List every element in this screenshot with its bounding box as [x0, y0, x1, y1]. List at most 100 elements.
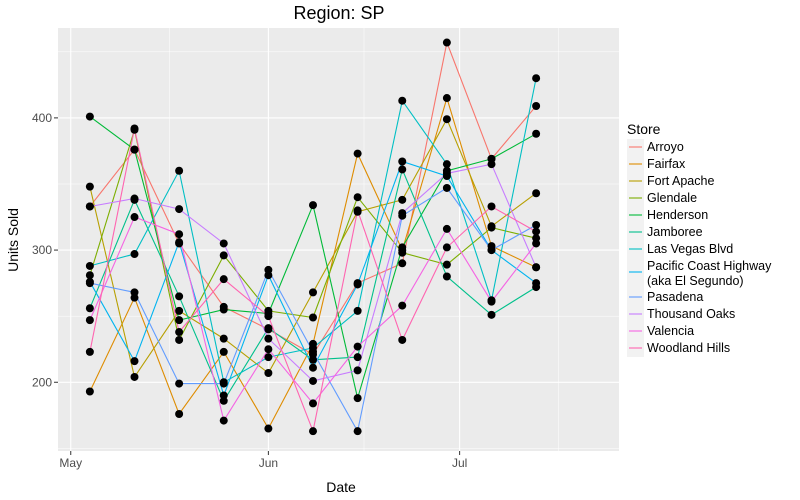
plot-panel	[58, 28, 619, 451]
legend-label: Las Vegas Blvd	[647, 242, 733, 256]
data-point	[487, 202, 496, 211]
data-point	[175, 238, 184, 247]
data-point	[487, 297, 496, 306]
legend-item: Woodland Hills	[627, 340, 730, 357]
data-point	[175, 230, 184, 239]
data-point	[353, 149, 362, 158]
data-point	[442, 94, 451, 103]
legend-label: Henderson	[647, 208, 708, 222]
data-point	[442, 243, 451, 252]
data-point	[264, 312, 273, 321]
data-point	[442, 272, 451, 281]
data-point	[175, 409, 184, 418]
legend-label: Jamboree	[647, 225, 703, 239]
data-point	[442, 224, 451, 233]
data-point	[130, 357, 139, 366]
data-point	[353, 394, 362, 403]
x-tick-label: May	[59, 456, 82, 470]
data-point	[442, 183, 451, 192]
data-point	[442, 260, 451, 269]
legend-label: Thousand Oaks	[647, 307, 735, 321]
data-point	[353, 206, 362, 215]
data-point	[442, 160, 451, 169]
data-point	[175, 306, 184, 315]
data-point	[532, 74, 541, 83]
data-point	[309, 363, 317, 372]
data-point	[532, 220, 541, 229]
data-point	[532, 227, 541, 236]
data-point	[532, 101, 541, 110]
data-point	[85, 202, 94, 211]
legend-label: Fairfax	[647, 157, 686, 171]
data-point	[85, 304, 94, 313]
legend-item: Jamboree	[627, 224, 703, 241]
x-tick-label: Jun	[259, 456, 278, 470]
data-point	[264, 353, 273, 362]
data-point	[398, 195, 407, 204]
data-point	[175, 205, 184, 214]
legend-item: Pasadena	[627, 289, 703, 306]
data-point	[130, 288, 139, 297]
data-point	[130, 124, 139, 133]
data-point	[264, 345, 273, 354]
data-point	[219, 391, 228, 400]
data-point	[398, 335, 407, 344]
data-point	[309, 376, 317, 385]
data-points	[85, 38, 541, 436]
data-point	[532, 189, 541, 198]
legend-label: Pacific Coast Highway	[647, 259, 772, 273]
x-tick-label: Jul	[452, 456, 467, 470]
data-point	[85, 316, 94, 325]
legend-item: Glendale	[627, 190, 697, 207]
data-point	[398, 243, 407, 252]
legend-item: Pacific Coast Highway(aka El Segundo)	[627, 258, 772, 289]
data-point	[219, 334, 228, 343]
data-point	[219, 239, 228, 248]
data-point	[85, 279, 94, 288]
data-point	[219, 275, 228, 284]
data-point	[398, 259, 407, 268]
data-point	[130, 372, 139, 381]
data-point	[264, 424, 273, 433]
legend-label: Pasadena	[647, 290, 703, 304]
data-point	[219, 251, 228, 260]
data-point	[532, 239, 541, 248]
legend-label: Fort Apache	[647, 174, 714, 188]
legend-label: Woodland Hills	[647, 341, 730, 355]
data-point	[309, 347, 317, 356]
data-point	[353, 427, 362, 436]
data-point	[219, 347, 228, 356]
legend-item: Valencia	[627, 323, 694, 340]
legend-label: (aka El Segundo)	[647, 274, 744, 288]
data-point	[487, 246, 496, 255]
legend-item: Fairfax	[627, 156, 686, 173]
data-point	[442, 169, 451, 178]
data-point	[175, 166, 184, 175]
data-point	[398, 165, 407, 174]
data-point	[130, 213, 139, 222]
data-point	[487, 223, 496, 232]
legend-item: Las Vegas Blvd	[627, 241, 733, 258]
data-point	[442, 115, 451, 124]
legend-label: Glendale	[647, 191, 697, 205]
legend-label: Arroyo	[647, 140, 684, 154]
data-point	[532, 129, 541, 138]
data-point	[442, 38, 451, 47]
data-point	[309, 288, 317, 297]
legend-title: Store	[627, 121, 661, 137]
data-point	[353, 306, 362, 315]
legend-item: Henderson	[627, 207, 708, 224]
data-point	[175, 316, 184, 325]
data-point	[85, 347, 94, 356]
legend-item: Fort Apache	[627, 173, 714, 190]
legend-item: Arroyo	[627, 139, 684, 156]
data-point	[85, 261, 94, 270]
data-point	[219, 305, 228, 314]
data-point	[175, 292, 184, 301]
data-point	[487, 160, 496, 169]
data-point	[85, 387, 94, 396]
data-point	[130, 250, 139, 259]
data-point	[219, 379, 228, 388]
data-point	[353, 366, 362, 375]
